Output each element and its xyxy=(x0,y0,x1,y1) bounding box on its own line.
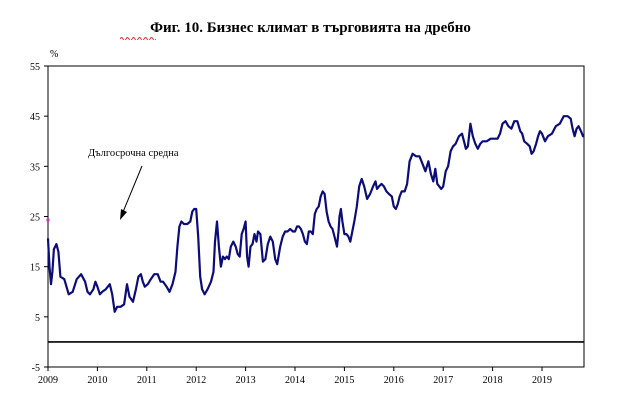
y-tick-label: 55 xyxy=(30,62,40,73)
plot-frame xyxy=(47,65,585,368)
x-tick-label: 2010 xyxy=(87,375,107,386)
axes xyxy=(44,65,585,371)
x-tick-label: 2013 xyxy=(236,375,256,386)
long-term-average-marker xyxy=(46,218,50,222)
y-tick-label: 5 xyxy=(35,313,40,324)
series-line-0 xyxy=(46,115,585,313)
x-tick-label: 2019 xyxy=(532,375,552,386)
annotation-arrow-shaft xyxy=(122,165,143,213)
y-unit-label: % xyxy=(50,49,58,60)
labels-group: 55 45 35 25 15 5 -5% 2009 2010 2011 2012 2013 2014 20… xyxy=(30,49,552,386)
y-tick-label: 45 xyxy=(30,112,40,123)
y-tick-label: -5 xyxy=(32,363,40,374)
x-tick-label: 2014 xyxy=(285,375,305,386)
x-tick-label: 2015 xyxy=(334,375,354,386)
x-tick-label: 2016 xyxy=(384,375,404,386)
x-tick-label: 2012 xyxy=(186,375,206,386)
x-tick-label: 2011 xyxy=(137,375,157,386)
spellcheck-underline xyxy=(120,37,156,40)
x-tick-label: 2018 xyxy=(483,375,503,386)
annotation-arrowhead xyxy=(120,209,127,220)
y-tick-label: 15 xyxy=(30,263,40,274)
y-tick-label: 35 xyxy=(30,162,40,173)
chart-title: Фиг. 10. Бизнес климат в търговията на д… xyxy=(150,20,471,36)
annotation-label: Дългосрочна средна xyxy=(88,148,179,159)
x-tick-label: 2009 xyxy=(38,375,58,386)
series-group xyxy=(46,115,585,313)
y-tick-label: 25 xyxy=(30,213,40,224)
x-tick-label: 2017 xyxy=(433,375,453,386)
